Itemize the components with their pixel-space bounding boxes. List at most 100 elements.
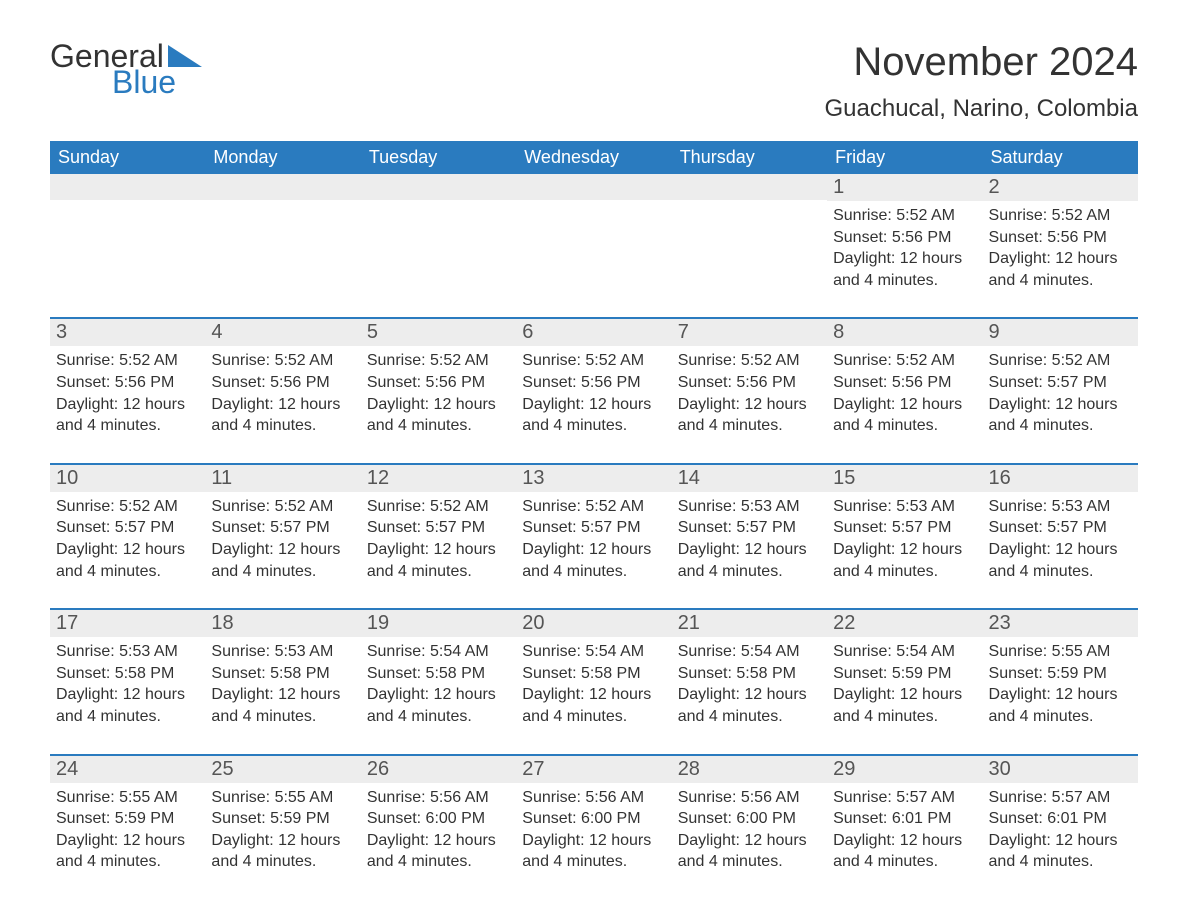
- sunset-line: Sunset: 5:56 PM: [678, 372, 821, 394]
- sunset-line: Sunset: 6:00 PM: [678, 808, 821, 830]
- day-number: 10: [50, 465, 205, 492]
- sunrise-line: Sunrise: 5:52 AM: [989, 350, 1132, 372]
- weekday-header: Thursday: [672, 141, 827, 174]
- sunrise-line: Sunrise: 5:52 AM: [367, 350, 510, 372]
- location: Guachucal, Narino, Colombia: [825, 95, 1139, 123]
- calendar-day: 30Sunrise: 5:57 AMSunset: 6:01 PMDayligh…: [983, 756, 1138, 881]
- sunrise-line: Sunrise: 5:52 AM: [678, 350, 821, 372]
- sunset-line: Sunset: 5:56 PM: [56, 372, 199, 394]
- sunrise-line: Sunrise: 5:52 AM: [211, 350, 354, 372]
- calendar-day: 4Sunrise: 5:52 AMSunset: 5:56 PMDaylight…: [205, 319, 360, 444]
- day-number: 21: [672, 610, 827, 637]
- sunrise-line: Sunrise: 5:56 AM: [678, 787, 821, 809]
- day-details: Sunrise: 5:53 AMSunset: 5:57 PMDaylight:…: [983, 492, 1138, 582]
- header: General Blue November 2024 Guachucal, Na…: [50, 40, 1138, 123]
- sunset-line: Sunset: 5:56 PM: [833, 372, 976, 394]
- sunset-line: Sunset: 5:57 PM: [367, 517, 510, 539]
- calendar-day: 2Sunrise: 5:52 AMSunset: 5:56 PMDaylight…: [983, 174, 1138, 299]
- daylight-line: Daylight: 12 hours and 4 minutes.: [367, 684, 510, 727]
- calendar-day: [50, 174, 205, 299]
- calendar-day: 21Sunrise: 5:54 AMSunset: 5:58 PMDayligh…: [672, 610, 827, 735]
- day-number: 24: [50, 756, 205, 783]
- sunrise-line: Sunrise: 5:53 AM: [211, 641, 354, 663]
- calendar-day: 16Sunrise: 5:53 AMSunset: 5:57 PMDayligh…: [983, 465, 1138, 590]
- day-number: 1: [827, 174, 982, 201]
- daylight-line: Daylight: 12 hours and 4 minutes.: [367, 394, 510, 437]
- sunset-line: Sunset: 5:56 PM: [367, 372, 510, 394]
- sunset-line: Sunset: 5:59 PM: [211, 808, 354, 830]
- sunrise-line: Sunrise: 5:55 AM: [211, 787, 354, 809]
- day-number: 26: [361, 756, 516, 783]
- day-number: [205, 174, 360, 200]
- daylight-line: Daylight: 12 hours and 4 minutes.: [56, 539, 199, 582]
- sunset-line: Sunset: 5:57 PM: [211, 517, 354, 539]
- calendar-day: 15Sunrise: 5:53 AMSunset: 5:57 PMDayligh…: [827, 465, 982, 590]
- weekday-header: Saturday: [983, 141, 1138, 174]
- day-number: 30: [983, 756, 1138, 783]
- sunset-line: Sunset: 5:57 PM: [56, 517, 199, 539]
- day-details: Sunrise: 5:53 AMSunset: 5:57 PMDaylight:…: [827, 492, 982, 582]
- day-number: 14: [672, 465, 827, 492]
- day-number: 12: [361, 465, 516, 492]
- calendar-day: [205, 174, 360, 299]
- day-details: Sunrise: 5:55 AMSunset: 5:59 PMDaylight:…: [205, 783, 360, 873]
- day-number: [672, 174, 827, 200]
- sunset-line: Sunset: 5:56 PM: [833, 227, 976, 249]
- day-details: Sunrise: 5:53 AMSunset: 5:57 PMDaylight:…: [672, 492, 827, 582]
- day-details: Sunrise: 5:52 AMSunset: 5:56 PMDaylight:…: [983, 201, 1138, 291]
- sunset-line: Sunset: 5:59 PM: [56, 808, 199, 830]
- sunset-line: Sunset: 5:57 PM: [989, 517, 1132, 539]
- daylight-line: Daylight: 12 hours and 4 minutes.: [678, 684, 821, 727]
- sunrise-line: Sunrise: 5:53 AM: [678, 496, 821, 518]
- calendar-day: 14Sunrise: 5:53 AMSunset: 5:57 PMDayligh…: [672, 465, 827, 590]
- day-details: Sunrise: 5:52 AMSunset: 5:56 PMDaylight:…: [205, 346, 360, 436]
- daylight-line: Daylight: 12 hours and 4 minutes.: [678, 830, 821, 873]
- day-details: Sunrise: 5:53 AMSunset: 5:58 PMDaylight:…: [50, 637, 205, 727]
- calendar: SundayMondayTuesdayWednesdayThursdayFrid…: [50, 141, 1138, 881]
- sunrise-line: Sunrise: 5:52 AM: [833, 350, 976, 372]
- calendar-week: 1Sunrise: 5:52 AMSunset: 5:56 PMDaylight…: [50, 174, 1138, 299]
- sunrise-line: Sunrise: 5:53 AM: [989, 496, 1132, 518]
- day-number: [50, 174, 205, 200]
- sunset-line: Sunset: 6:01 PM: [989, 808, 1132, 830]
- daylight-line: Daylight: 12 hours and 4 minutes.: [522, 539, 665, 582]
- sunrise-line: Sunrise: 5:52 AM: [56, 350, 199, 372]
- day-details: Sunrise: 5:52 AMSunset: 5:57 PMDaylight:…: [516, 492, 671, 582]
- calendar-day: 3Sunrise: 5:52 AMSunset: 5:56 PMDaylight…: [50, 319, 205, 444]
- day-details: Sunrise: 5:54 AMSunset: 5:58 PMDaylight:…: [516, 637, 671, 727]
- sunrise-line: Sunrise: 5:52 AM: [522, 496, 665, 518]
- day-details: Sunrise: 5:52 AMSunset: 5:57 PMDaylight:…: [205, 492, 360, 582]
- calendar-day: 8Sunrise: 5:52 AMSunset: 5:56 PMDaylight…: [827, 319, 982, 444]
- sunset-line: Sunset: 5:56 PM: [211, 372, 354, 394]
- weekday-header: Sunday: [50, 141, 205, 174]
- sunrise-line: Sunrise: 5:55 AM: [56, 787, 199, 809]
- daylight-line: Daylight: 12 hours and 4 minutes.: [678, 539, 821, 582]
- logo-word-blue: Blue: [112, 66, 202, 98]
- day-number: 9: [983, 319, 1138, 346]
- logo: General Blue: [50, 40, 202, 98]
- calendar-day: [361, 174, 516, 299]
- calendar-day: 27Sunrise: 5:56 AMSunset: 6:00 PMDayligh…: [516, 756, 671, 881]
- sunrise-line: Sunrise: 5:54 AM: [367, 641, 510, 663]
- day-details: Sunrise: 5:52 AMSunset: 5:57 PMDaylight:…: [50, 492, 205, 582]
- daylight-line: Daylight: 12 hours and 4 minutes.: [989, 248, 1132, 291]
- calendar-day: 23Sunrise: 5:55 AMSunset: 5:59 PMDayligh…: [983, 610, 1138, 735]
- day-details: Sunrise: 5:52 AMSunset: 5:57 PMDaylight:…: [983, 346, 1138, 436]
- calendar-day: 19Sunrise: 5:54 AMSunset: 5:58 PMDayligh…: [361, 610, 516, 735]
- daylight-line: Daylight: 12 hours and 4 minutes.: [56, 684, 199, 727]
- day-number: 28: [672, 756, 827, 783]
- daylight-line: Daylight: 12 hours and 4 minutes.: [56, 830, 199, 873]
- day-number: 2: [983, 174, 1138, 201]
- calendar-week: 10Sunrise: 5:52 AMSunset: 5:57 PMDayligh…: [50, 463, 1138, 590]
- day-number: 6: [516, 319, 671, 346]
- daylight-line: Daylight: 12 hours and 4 minutes.: [989, 830, 1132, 873]
- daylight-line: Daylight: 12 hours and 4 minutes.: [833, 830, 976, 873]
- daylight-line: Daylight: 12 hours and 4 minutes.: [989, 394, 1132, 437]
- daylight-line: Daylight: 12 hours and 4 minutes.: [833, 248, 976, 291]
- sunrise-line: Sunrise: 5:54 AM: [678, 641, 821, 663]
- day-details: Sunrise: 5:54 AMSunset: 5:58 PMDaylight:…: [672, 637, 827, 727]
- calendar-day: 18Sunrise: 5:53 AMSunset: 5:58 PMDayligh…: [205, 610, 360, 735]
- sunset-line: Sunset: 5:57 PM: [522, 517, 665, 539]
- day-number: [361, 174, 516, 200]
- daylight-line: Daylight: 12 hours and 4 minutes.: [833, 394, 976, 437]
